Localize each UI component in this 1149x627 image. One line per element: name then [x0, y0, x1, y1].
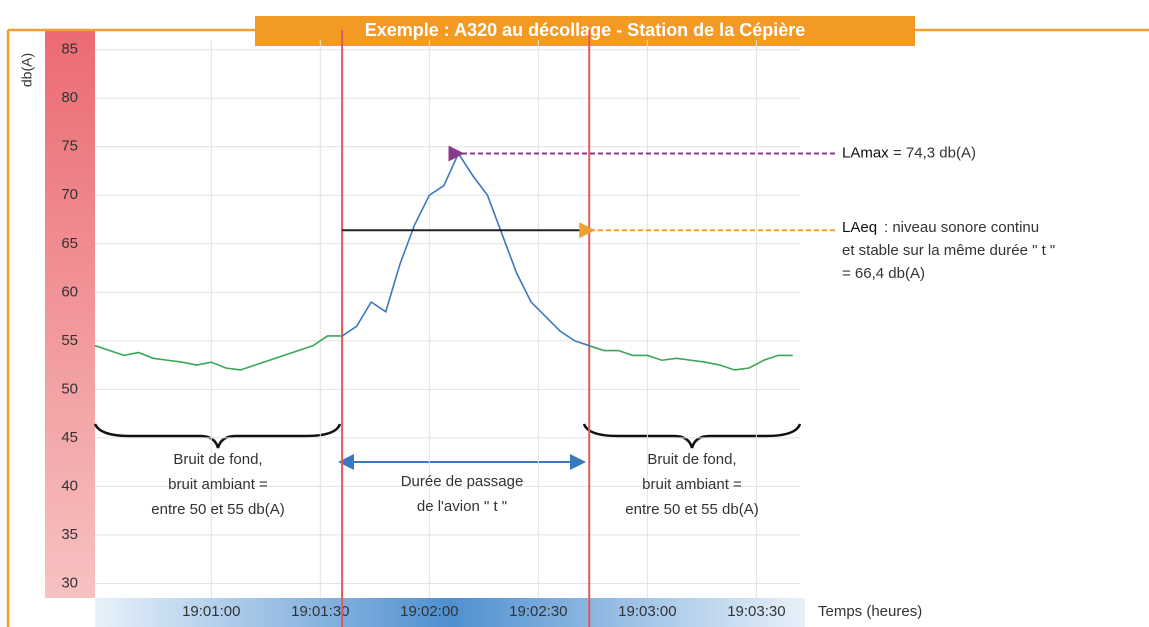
lamax-name: LAmax: [842, 145, 889, 162]
x-band: [95, 598, 805, 627]
x-tick-label: 19:03:30: [727, 603, 785, 620]
y-tick-label: 70: [61, 186, 78, 203]
note-text: Bruit de fond,: [173, 451, 262, 468]
brace-left: [93, 423, 342, 449]
note-text: Durée de passage: [401, 473, 524, 490]
x-axis-label: Temps (heures): [818, 603, 922, 620]
x-tick-label: 19:02:00: [400, 603, 458, 620]
brace-right: [582, 423, 802, 449]
y-tick-label: 75: [61, 138, 78, 155]
y-tick-label: 55: [61, 332, 78, 349]
series-line: [341, 151, 590, 347]
y-tick-label: 85: [61, 41, 78, 58]
note-text: bruit ambiant =: [642, 476, 742, 493]
title-box: [255, 16, 915, 46]
note-text: Bruit de fond,: [647, 451, 736, 468]
y-tick-label: 35: [61, 526, 78, 543]
x-tick-label: 19:02:30: [509, 603, 567, 620]
chart-title: Exemple : A320 au décollage - Station de…: [365, 20, 805, 40]
y-tick-label: 60: [61, 283, 78, 300]
y-tick-label: 50: [61, 380, 78, 397]
laeq-text: = 66,4 db(A): [842, 265, 925, 282]
note-text: entre 50 et 55 db(A): [151, 501, 284, 518]
y-tick-label: 30: [61, 574, 78, 591]
note-text: bruit ambiant =: [168, 476, 268, 493]
series-line: [94, 335, 793, 371]
y-tick-label: 80: [61, 89, 78, 106]
note-text: de l'avion " t ": [417, 498, 507, 515]
y-tick-label: 40: [61, 477, 78, 494]
y-tick-label: 65: [61, 235, 78, 252]
laeq-name: LAeq: [842, 219, 877, 236]
x-tick-label: 19:03:00: [618, 603, 676, 620]
y-band: [45, 30, 95, 598]
note-text: entre 50 et 55 db(A): [625, 501, 758, 518]
x-tick-label: 19:01:00: [182, 603, 240, 620]
lamax-text: = 74,3 db(A): [893, 145, 976, 162]
laeq-text: : niveau sonore continu: [884, 219, 1039, 236]
x-tick-label: 19:01:30: [291, 603, 349, 620]
laeq-text: et stable sur la même durée " t ": [842, 242, 1055, 259]
y-axis-label: db(A): [19, 53, 35, 87]
y-tick-label: 45: [61, 429, 78, 446]
